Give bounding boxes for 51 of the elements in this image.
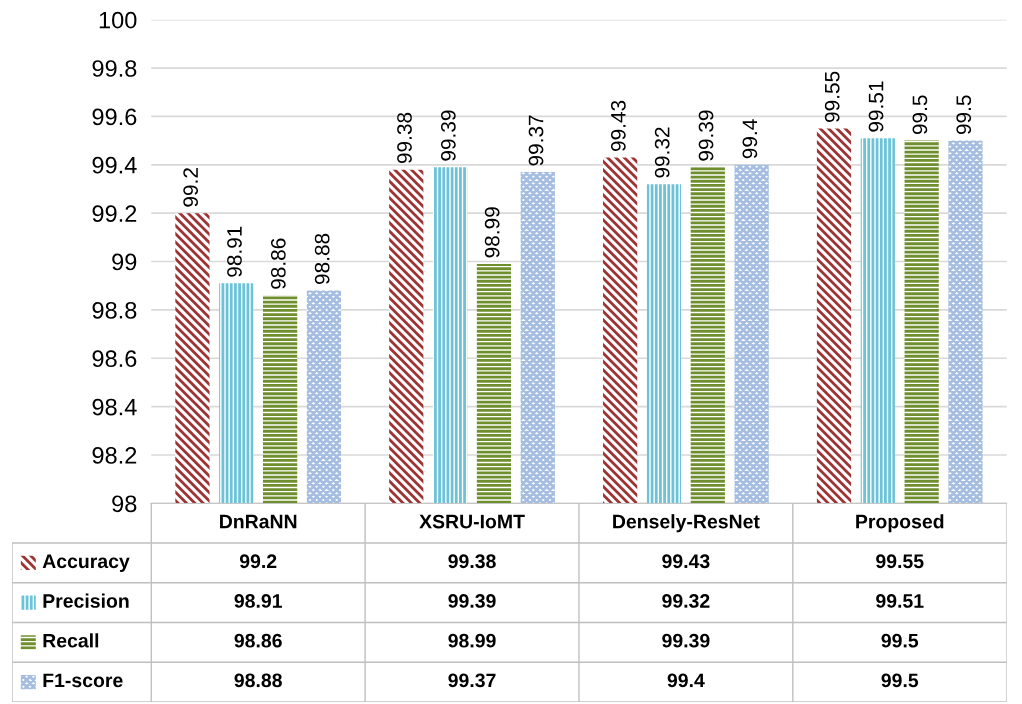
legend-label: Recall <box>43 633 99 648</box>
data-label: 99.4 <box>742 119 758 159</box>
data-label: 99.39 <box>440 110 456 161</box>
data-label: 99.2 <box>183 168 199 207</box>
data-label: 99.38 <box>397 112 412 164</box>
legend-label: Precision <box>43 593 129 608</box>
text: 98.91 <box>234 594 282 608</box>
text: 99.51 <box>876 594 924 608</box>
text: 99.37 <box>448 673 496 688</box>
text: 99.2 <box>239 554 277 569</box>
y-tick-label: 98.6 <box>92 350 137 368</box>
data-label: 99.43 <box>610 100 626 152</box>
text: 99.32 <box>662 594 710 608</box>
y-tick-label: 98.2 <box>92 447 137 464</box>
x-tick-label: DnRaNN <box>220 514 297 529</box>
text: 99.5 <box>881 633 919 648</box>
x-tick-label: Proposed <box>856 514 944 533</box>
data-label: 99.37 <box>528 115 544 166</box>
y-tick-label: 99.2 <box>92 205 137 222</box>
y-tick-label: 98.4 <box>92 398 137 416</box>
y-tick-label: 99.8 <box>92 60 137 77</box>
text: 99.43 <box>662 554 710 569</box>
data-label: 98.88 <box>314 233 330 285</box>
x-tick-label: Densely-ResNet <box>613 514 760 533</box>
text: 98.99 <box>448 633 496 648</box>
y-tick-label: 99 <box>112 253 137 271</box>
data-label: 99.5 <box>956 95 972 135</box>
data-label: 98.99 <box>484 207 500 258</box>
x-tick-label: XSRU-IoMT <box>419 514 525 529</box>
data-label: 99.51 <box>868 81 884 132</box>
data-label: 99.5 <box>912 95 928 135</box>
text: 99.4 <box>667 673 705 688</box>
text: 98.86 <box>234 633 282 648</box>
text: 99.5 <box>881 673 919 688</box>
text: 99.55 <box>876 554 924 569</box>
data-label: 98.86 <box>270 238 286 289</box>
legend-label: F1-score <box>43 673 123 688</box>
legend-label: Accuracy <box>42 554 130 572</box>
y-tick-label: 98.8 <box>92 301 137 319</box>
y-tick-label: 98 <box>112 495 137 513</box>
text: 99.39 <box>448 594 496 608</box>
text: 98.88 <box>234 673 282 688</box>
data-label: 99.39 <box>698 110 714 161</box>
data-label: 98.91 <box>227 226 242 277</box>
data-label: 99.32 <box>654 127 670 178</box>
y-tick-label: 100 <box>99 11 137 29</box>
y-tick-label: 99.4 <box>92 156 137 174</box>
y-tick-label: 99.6 <box>92 108 137 126</box>
text: 99.39 <box>662 633 710 648</box>
text: 99.38 <box>448 554 496 569</box>
data-label: 99.55 <box>824 71 840 122</box>
